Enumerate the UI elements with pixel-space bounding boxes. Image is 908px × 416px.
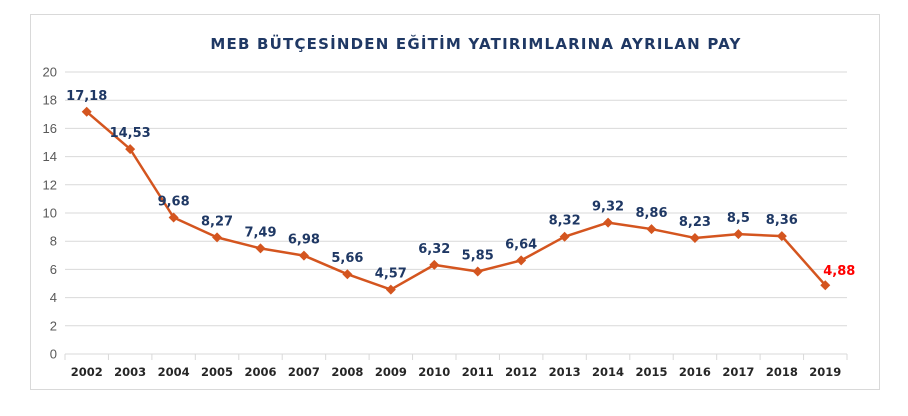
data-point-marker [81, 106, 92, 117]
series [81, 106, 831, 295]
y-tick-label: 4 [50, 290, 57, 305]
data-point-marker [255, 243, 266, 254]
y-tick-label: 0 [50, 347, 57, 362]
data-point-marker [298, 250, 309, 261]
data-point-marker [733, 229, 744, 240]
line-chart: MEB BÜTÇESİNDEN EĞİTİM YATIRIMLARINA AYR… [43, 34, 856, 379]
data-label: 5,85 [462, 249, 494, 264]
x-tick-label: 2004 [158, 365, 190, 379]
y-tick-label: 6 [50, 262, 57, 277]
data-point-marker [342, 269, 353, 280]
data-label: 4,57 [375, 267, 407, 282]
x-tick-label: 2014 [592, 365, 624, 379]
x-tick-label: 2012 [505, 365, 537, 379]
x-tick-label: 2016 [679, 365, 711, 379]
x-tick-label: 2002 [71, 365, 103, 379]
chart-frame: MEB BÜTÇESİNDEN EĞİTİM YATIRIMLARINA AYR… [30, 14, 880, 390]
x-axis: 2002 2003 2004 2005 2006 2007 2008 2009 2010 2011… [64, 354, 848, 379]
data-point-marker [689, 232, 700, 243]
y-tick-label: 20 [43, 65, 57, 80]
data-label: 8,27 [201, 214, 233, 229]
y-tick-label: 10 [43, 206, 57, 221]
y-tick-label: 12 [43, 177, 57, 192]
data-point-marker [212, 232, 223, 243]
data-point-marker [472, 266, 483, 277]
data-point-marker [516, 255, 527, 266]
x-tick-label: 2008 [331, 365, 363, 379]
y-tick-label: 14 [43, 149, 57, 164]
y-tick-label: 8 [50, 234, 57, 249]
data-point-marker [429, 259, 440, 270]
data-label: 8,23 [679, 215, 711, 230]
x-tick-label: 2007 [288, 365, 320, 379]
data-point-marker [385, 284, 396, 295]
x-tick-label: 2015 [635, 365, 667, 379]
data-label: 7,49 [244, 225, 276, 240]
data-label: 8,5 [727, 211, 750, 226]
data-point-marker [776, 231, 787, 242]
data-point-marker [603, 217, 614, 228]
data-label: 9,32 [592, 200, 624, 215]
x-tick-label: 2009 [375, 365, 407, 379]
data-labels: 17,18 14,53 9,68 8,27 7,49 6,98 5,66 4,57 6,32 5,… [66, 89, 855, 282]
data-point-marker [168, 212, 179, 223]
x-tick-label: 2011 [462, 365, 494, 379]
x-tick-label: 2010 [418, 365, 450, 379]
x-tick-label: 2018 [766, 365, 798, 379]
data-label: 6,98 [288, 233, 320, 248]
x-tick-label: 2005 [201, 365, 233, 379]
data-label: 5,66 [331, 251, 363, 266]
y-tick-label: 18 [43, 93, 57, 108]
data-label: 9,68 [158, 195, 190, 210]
x-tick-label: 2003 [114, 365, 146, 379]
data-label: 8,86 [635, 206, 667, 221]
data-label: 4,88 [823, 264, 855, 279]
series-line [85, 110, 827, 291]
y-tick-label: 16 [43, 121, 57, 136]
x-tick-label: 2019 [809, 365, 841, 379]
data-label: 6,64 [505, 237, 537, 252]
data-label: 14,53 [110, 126, 151, 141]
data-label: 8,32 [549, 214, 581, 229]
data-label: 6,32 [418, 242, 450, 257]
data-label: 17,18 [66, 89, 107, 104]
chart-title: MEB BÜTÇESİNDEN EĞİTİM YATIRIMLARINA AYR… [210, 34, 741, 53]
x-tick-label: 2013 [549, 365, 581, 379]
x-tick-label: 2006 [244, 365, 276, 379]
data-point-marker [125, 144, 136, 155]
x-tick-label: 2017 [722, 365, 754, 379]
y-axis: 0 2 4 6 8 10 12 14 16 18 20 [43, 65, 57, 362]
data-point-marker [646, 224, 657, 235]
data-point-marker [820, 280, 831, 291]
y-tick-label: 2 [50, 318, 57, 333]
data-label: 8,36 [766, 213, 798, 228]
data-point-marker [559, 231, 570, 242]
grid [65, 71, 847, 355]
